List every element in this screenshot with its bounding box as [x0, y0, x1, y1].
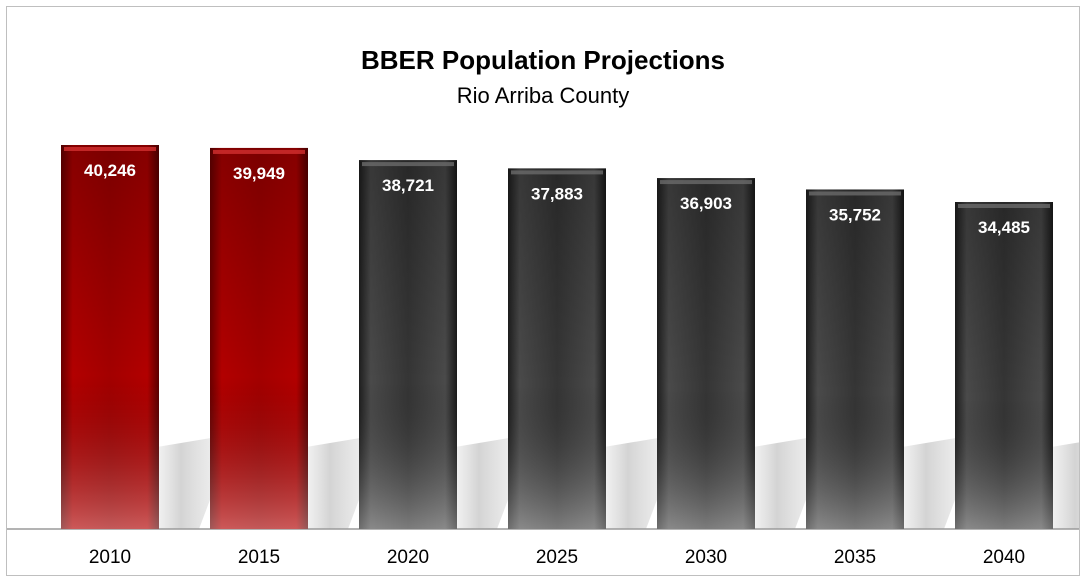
- bar-shading: [61, 145, 159, 529]
- x-tick-label-2010: 2010: [89, 547, 131, 568]
- bar-bevel: [362, 162, 454, 167]
- bar-bevel: [64, 147, 156, 151]
- data-label-2030: 36,903: [680, 194, 732, 213]
- bar-bevel: [213, 149, 305, 154]
- data-label-2020: 38,721: [382, 176, 434, 195]
- x-tick-label-2015: 2015: [238, 547, 280, 568]
- data-label-2025: 37,883: [531, 184, 583, 203]
- bar-bevel: [809, 191, 901, 196]
- bar-bevel: [660, 180, 752, 185]
- bar-bevel: [958, 204, 1050, 208]
- data-label-2010: 40,246: [84, 161, 136, 180]
- x-tick-label-2040: 2040: [983, 547, 1025, 568]
- bar-shading: [955, 202, 1053, 529]
- chart-title: BBER Population Projections: [360, 45, 726, 75]
- bars-group: [61, 145, 1053, 530]
- x-tick-label-2020: 2020: [387, 547, 429, 568]
- chart-frame: BBER Population Projections Rio Arriba C…: [6, 6, 1080, 576]
- x-tick-label-2025: 2025: [536, 547, 578, 568]
- bar-shading: [359, 160, 457, 529]
- bar-shading: [657, 178, 755, 529]
- bar-labels-group: 40,246 39,949 38,721 37,883 36,903 35,752 34,4…: [84, 161, 1030, 237]
- data-label-2040: 34,485: [978, 218, 1030, 237]
- bar-shading: [806, 189, 904, 529]
- x-tick-label-2035: 2035: [834, 547, 876, 568]
- bar-chart: 40,246 39,949 38,721 37,883 36,903 35,752 34,4…: [7, 145, 1079, 568]
- bar-shading: [508, 168, 606, 529]
- chart-subtitle: Rio Arriba County: [456, 83, 630, 108]
- bar-shading: [210, 147, 308, 530]
- data-label-2035: 35,752: [829, 205, 881, 224]
- bar-bevel: [511, 170, 603, 175]
- x-tick-label-2030: 2030: [685, 547, 727, 568]
- data-label-2015: 39,949: [233, 164, 285, 183]
- tick-labels-group: 2010 2015 2020 2025 2030 2035 2040: [89, 547, 1025, 568]
